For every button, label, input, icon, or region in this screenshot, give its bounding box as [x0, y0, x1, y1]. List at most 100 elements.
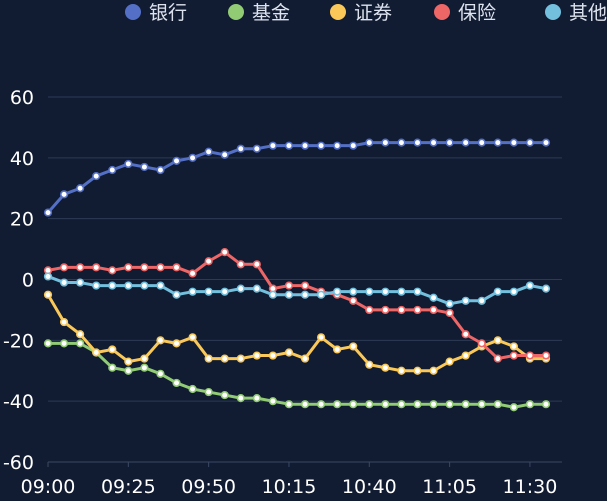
legend-item: 保险 [434, 2, 496, 24]
data-point [509, 403, 518, 412]
data-point [140, 162, 149, 172]
data-point [140, 281, 149, 290]
data-point [461, 330, 470, 339]
data-point [124, 281, 133, 290]
data-point [445, 308, 454, 318]
data-point [509, 342, 518, 351]
data-point [236, 144, 245, 153]
data-point [365, 305, 374, 315]
data-point [156, 369, 165, 378]
data-point [59, 190, 69, 199]
data-point [124, 366, 133, 375]
data-point [525, 400, 535, 409]
data-point [76, 184, 85, 193]
data-point [284, 348, 294, 357]
data-point [381, 363, 390, 372]
data-point [397, 287, 406, 296]
legend-label: 基金 [252, 2, 290, 24]
data-point [204, 354, 213, 363]
data-point [477, 296, 486, 305]
data-point [188, 333, 197, 342]
data-point [76, 263, 85, 272]
data-point [461, 400, 470, 409]
data-point [493, 287, 502, 296]
data-point [43, 208, 53, 217]
data-point [316, 333, 326, 342]
data-point [172, 290, 181, 299]
data-point [236, 394, 245, 403]
x-tick-label: 10:15 [262, 476, 317, 497]
data-point [284, 141, 294, 150]
data-point [236, 284, 245, 293]
data-point [349, 287, 358, 296]
data-point [220, 150, 229, 159]
data-point [429, 138, 438, 147]
data-point [381, 305, 390, 315]
data-point [59, 317, 69, 327]
data-point [349, 400, 358, 409]
data-point [108, 281, 117, 290]
data-point [172, 156, 181, 165]
legend-item: 其他 [545, 2, 607, 24]
legend-item: 银行 [125, 2, 187, 24]
data-point [493, 336, 502, 345]
data-point [92, 281, 101, 290]
data-point [397, 400, 406, 409]
data-point [365, 138, 374, 147]
data-point [477, 339, 486, 348]
data-point [204, 387, 213, 397]
data-point [381, 400, 390, 409]
data-point [333, 287, 342, 296]
data-point [413, 305, 422, 315]
data-point [92, 263, 101, 272]
x-tick-label: 09:00 [21, 476, 76, 497]
legend-item: 基金 [228, 2, 290, 24]
data-point [365, 287, 374, 296]
data-point [156, 165, 165, 175]
data-point [541, 351, 551, 360]
data-point [397, 366, 406, 375]
data-point [525, 351, 535, 360]
x-tick-label: 11:05 [422, 476, 477, 497]
data-point [59, 339, 69, 348]
data-point [188, 153, 197, 162]
legend-label: 其他 [569, 2, 607, 24]
data-point [493, 354, 502, 363]
data-point [43, 272, 53, 281]
data-point [429, 366, 438, 375]
series-line-2 [46, 293, 546, 373]
data-point [316, 290, 326, 299]
data-point [541, 400, 551, 409]
data-point [397, 305, 406, 315]
data-point [252, 284, 261, 293]
data-point [188, 269, 197, 278]
y-tick-label: 60 [10, 87, 34, 109]
data-point [300, 141, 310, 150]
data-point [124, 263, 133, 272]
data-point [445, 400, 454, 409]
data-point [252, 394, 261, 403]
y-tick-label: 40 [10, 148, 34, 170]
data-point [333, 141, 342, 150]
data-point [59, 278, 69, 287]
data-point [445, 357, 454, 366]
data-point [349, 296, 358, 305]
data-point [461, 138, 470, 147]
data-point [268, 141, 278, 150]
legend-label: 保险 [458, 2, 496, 24]
data-point [156, 336, 165, 345]
data-point [252, 260, 261, 269]
data-point [541, 284, 551, 293]
data-point [381, 138, 390, 147]
data-point [284, 290, 294, 299]
legend-marker [434, 4, 450, 20]
legend-marker [125, 4, 141, 20]
data-point [365, 360, 374, 369]
data-point [333, 345, 342, 354]
data-point [140, 354, 149, 363]
data-point [92, 171, 101, 181]
data-point [220, 287, 229, 296]
legend-marker [330, 4, 346, 20]
data-point [124, 357, 133, 366]
